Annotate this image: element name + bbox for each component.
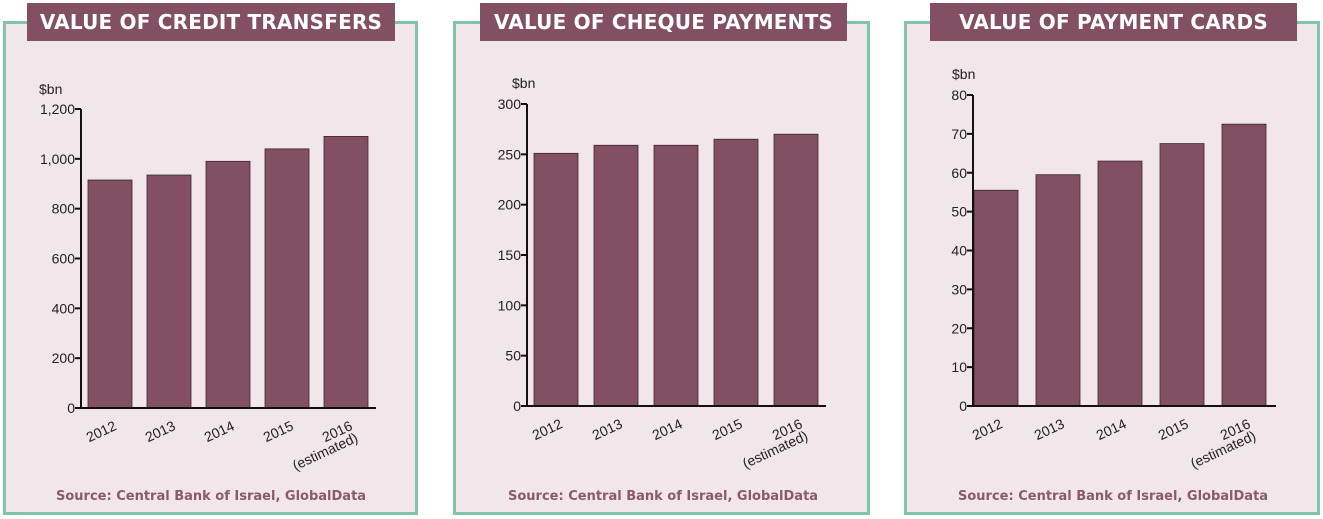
bar-2016: [773, 133, 819, 407]
y-tick-label: 60: [951, 165, 967, 181]
bar-2014: [205, 160, 251, 409]
y-tick-label: 300: [498, 96, 522, 112]
credit-transfers-title: VALUE OF CREDIT TRANSFERS: [27, 3, 395, 41]
bar-2013: [593, 144, 639, 407]
y-tick-label: 40: [951, 243, 967, 259]
bar-2015: [713, 138, 759, 407]
category-label-line: 2015: [1156, 415, 1191, 443]
bar-2015: [264, 148, 310, 409]
y-unit-label: $bn: [512, 75, 535, 91]
bar-2012: [973, 189, 1019, 407]
category-label: 2012: [970, 415, 1005, 443]
y-tick-label: 30: [951, 281, 967, 297]
category-label: 2016(estimated): [1188, 415, 1258, 471]
y-tick-label: 50: [505, 348, 521, 364]
cheque-payments-title: VALUE OF CHEQUE PAYMENTS: [480, 3, 847, 41]
category-label-line: 2014: [1094, 415, 1129, 443]
bar-2013: [1035, 174, 1081, 407]
category-label: 2015: [1156, 415, 1191, 443]
y-tick-label: 1,200: [40, 101, 75, 117]
y-tick-label: 1,000: [40, 151, 75, 167]
y-tick-label: 200: [52, 350, 76, 366]
category-label: 2013: [1032, 415, 1067, 443]
y-unit-label: $bn: [39, 81, 62, 97]
category-label-line: 2012: [970, 415, 1005, 443]
y-tick-label: 100: [498, 297, 522, 313]
y-unit-label: $bn: [952, 66, 975, 82]
cheque-payments-source: Source: Central Bank of Israel, GlobalDa…: [508, 489, 819, 504]
y-tick-label: 200: [498, 197, 522, 213]
y-tick-label: 600: [52, 251, 76, 267]
category-label: 2014: [1094, 415, 1129, 443]
bar-2015: [1159, 143, 1205, 407]
y-tick-label: 50: [951, 204, 967, 220]
payment-cards-title: VALUE OF PAYMENT CARDS: [930, 3, 1297, 41]
y-tick-label: 150: [498, 247, 522, 263]
y-tick-label: 250: [498, 146, 522, 162]
y-tick-label: 80: [951, 87, 967, 103]
y-tick-label: 0: [67, 400, 75, 416]
y-tick-label: 400: [52, 300, 76, 316]
bar-2016: [1221, 123, 1267, 407]
y-tick-label: 20: [951, 320, 967, 336]
credit-transfers-source: Source: Central Bank of Israel, GlobalDa…: [56, 489, 367, 504]
y-tick-label: 10: [951, 359, 967, 375]
bar-2013: [146, 174, 192, 409]
y-tick-label: 70: [951, 126, 967, 142]
y-tick-label: 800: [52, 201, 76, 217]
bar-2014: [653, 144, 699, 407]
bar-2016: [323, 136, 369, 409]
y-tick-label: 0: [513, 398, 521, 414]
y-tick-label: 0: [959, 398, 967, 414]
payment-cards-source: Source: Central Bank of Israel, GlobalDa…: [958, 489, 1269, 504]
bar-2012: [533, 152, 579, 407]
category-label-line: 2013: [1032, 415, 1067, 443]
bar-2014: [1097, 160, 1143, 407]
bar-2012: [87, 179, 133, 409]
